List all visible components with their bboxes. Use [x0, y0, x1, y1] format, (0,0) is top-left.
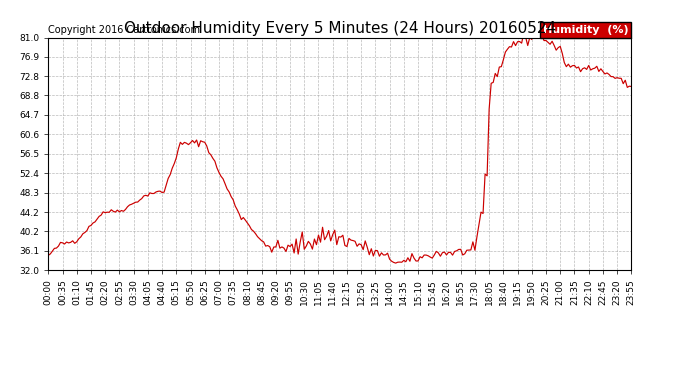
Text: Copyright 2016 Cartronics.com: Copyright 2016 Cartronics.com — [48, 25, 200, 35]
Title: Outdoor Humidity Every 5 Minutes (24 Hours) 20160524: Outdoor Humidity Every 5 Minutes (24 Hou… — [124, 21, 556, 36]
Text: Humidity  (%): Humidity (%) — [543, 25, 629, 35]
